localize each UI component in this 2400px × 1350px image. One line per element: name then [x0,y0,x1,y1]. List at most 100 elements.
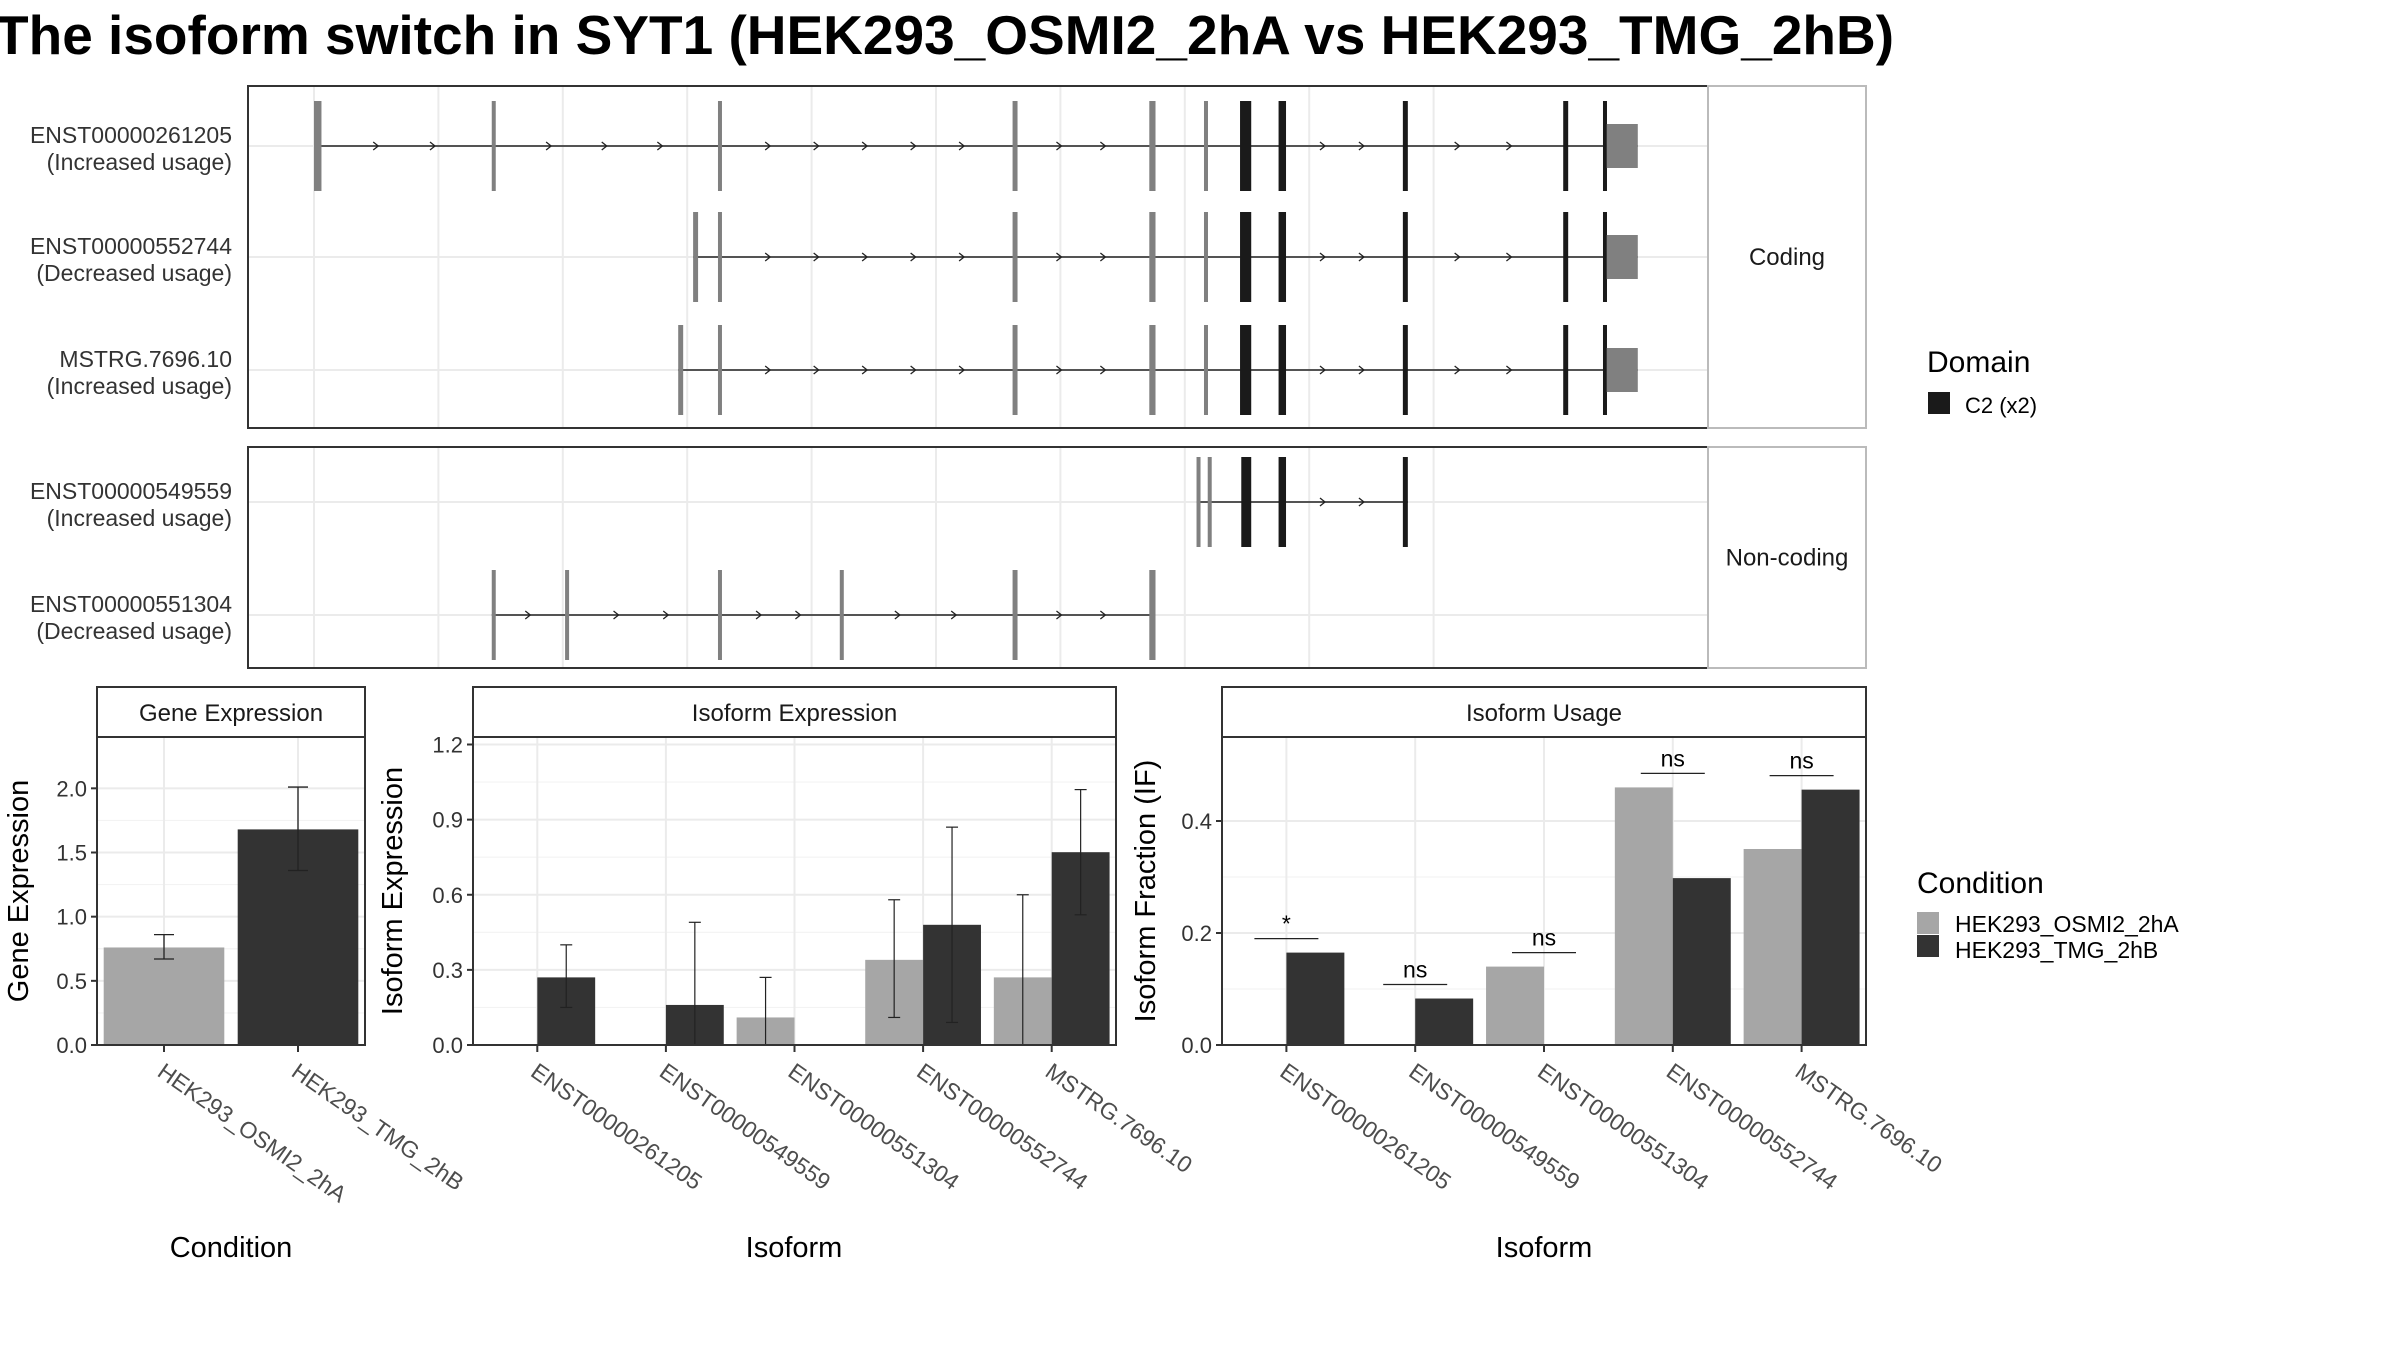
intron-arrow [613,610,620,620]
c2-domain-exon [1402,457,1408,547]
intron-arrow [1319,252,1327,262]
intron-arrow [524,610,532,620]
condition-legend: Condition HEK293_OSMI2_2hA HEK293_TMG_2h… [1917,867,2179,963]
intron-arrow [372,141,380,151]
bar-panel-border [96,736,366,1046]
c2-domain-exon [1402,325,1408,415]
structure-panel-strip [1707,85,1867,429]
transcript-structure-plot: ENST00000261205(Increased usage)ENST0000… [30,85,1867,669]
structure-panel-strip-label: Coding [1749,244,1825,271]
c2-domain-exon [1240,325,1252,415]
figure-title: The isoform switch in SYT1 (HEK293_OSMI2… [0,4,1894,66]
significance-label: ns [1661,745,1685,771]
exon [717,101,722,191]
exon [1149,325,1156,415]
intron-arrow [764,141,772,151]
c2-domain-exon [1278,457,1287,547]
y-tick-label: 0.2 [1181,921,1212,946]
significance-label: * [1282,911,1291,937]
bar-panel-0: Gene Expression0.00.51.01.52.0HEK293_OSM… [3,686,469,1264]
c2-domain-exon [1602,325,1607,415]
bar [1614,787,1673,1045]
c2-domain-exon [1602,212,1607,302]
exon [314,101,322,191]
exon [1149,570,1156,660]
exon [1196,457,1201,547]
domain-legend-swatch [1928,392,1950,414]
exon [1203,101,1208,191]
exon [1149,212,1156,302]
y-axis-title: Gene Expression [3,780,35,1002]
exon [839,570,844,660]
intron-arrow [910,252,917,262]
condition-legend-swatch-b [1917,935,1939,957]
intron-arrow [1056,252,1063,262]
domain-legend-title: Domain [1927,346,2030,379]
y-tick-label: 0.9 [432,808,463,833]
intron-arrow [795,610,802,620]
transcript-usage-label: (Increased usage) [47,373,232,399]
exon [491,570,496,660]
transcript-usage-label: (Increased usage) [47,505,232,531]
exon [1012,101,1018,191]
intron-arrow [950,610,958,620]
intron-arrow [1056,610,1063,620]
intron-arrow [1319,141,1327,151]
transcript-id-label: MSTRG.7696.10 [59,346,232,372]
intron-arrow [1319,365,1327,375]
intron-arrow [1056,141,1063,151]
intron-arrow [662,610,670,620]
utr-exon [1606,235,1638,279]
c2-domain-exon [1278,101,1287,191]
intron-arrow [764,252,772,262]
intron-arrow [958,252,966,262]
intron-arrow [1099,252,1107,262]
significance-label: ns [1789,748,1813,774]
intron-arrow [861,365,869,375]
c2-domain-exon [1240,101,1252,191]
x-axis-title: Isoform [1496,1232,1593,1264]
intron-arrow [910,365,917,375]
bar [1743,849,1802,1045]
condition-legend-title: Condition [1917,867,2044,900]
y-tick-label: 0.0 [56,1033,87,1058]
bar-panel-strip-label: Gene Expression [139,700,323,727]
bar [1672,878,1731,1045]
intron-arrow [429,141,437,151]
exon [717,325,722,415]
y-tick-label: 1.5 [56,841,87,866]
transcript-id-label: ENST00000261205 [30,122,232,148]
exon [1149,101,1156,191]
intron-arrow [1506,141,1513,151]
y-tick-label: 1.0 [56,905,87,930]
intron-arrow [958,141,966,151]
structure-panel-1: ENST00000549559(Increased usage) ENST0000… [30,446,1867,669]
exon [1012,570,1018,660]
transcript-usage-label: (Increased usage) [47,149,232,175]
significance-label: ns [1403,957,1427,983]
transcript-usage-label: (Decreased usage) [36,618,232,644]
y-tick-label: 0.0 [1181,1033,1212,1058]
bar-panel-strip [472,686,1117,738]
expression-bar-panels: Gene Expression0.00.51.01.52.0HEK293_OSM… [3,686,1947,1264]
c2-domain-exon [1241,457,1252,547]
structure-panel-0: ENST00000261205(Increased usage)ENST0000… [30,85,1867,429]
intron-arrow [1358,141,1365,151]
exon [678,325,684,415]
y-tick-label: 1.2 [432,733,463,758]
y-tick-label: 2.0 [56,776,87,801]
intron-arrow [755,610,763,620]
intron-arrow [1454,141,1461,151]
utr-exon [1606,348,1638,392]
c2-domain-exon [1563,101,1569,191]
intron-arrow [545,141,553,151]
bar [103,947,225,1045]
intron-arrow [813,141,820,151]
bar [1415,998,1474,1045]
exon [1012,325,1018,415]
y-tick-label: 0.4 [1181,809,1212,834]
exon [717,212,722,302]
bar [1286,952,1345,1045]
